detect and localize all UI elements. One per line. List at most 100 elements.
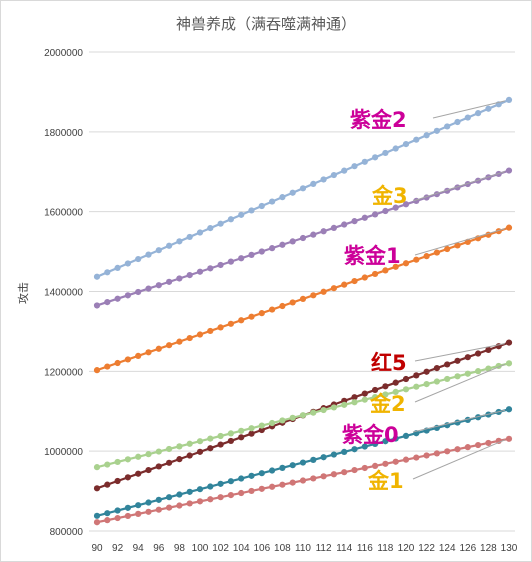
data-point — [279, 241, 286, 248]
data-point — [299, 185, 307, 192]
data-point — [433, 378, 440, 385]
data-point — [382, 438, 389, 445]
data-point — [423, 381, 430, 388]
data-point — [454, 242, 461, 249]
data-point — [176, 502, 183, 509]
data-point — [495, 437, 502, 444]
data-point — [238, 475, 245, 482]
data-point — [299, 459, 307, 466]
data-point — [207, 483, 214, 490]
x-tick-label: 124 — [439, 543, 456, 554]
data-point — [392, 204, 399, 211]
x-tick-label: 114 — [336, 543, 352, 554]
data-point — [166, 342, 173, 349]
chart-title: 神兽养成（满吞噬满神通） — [176, 15, 356, 33]
data-point — [475, 110, 482, 117]
x-tick-label: 90 — [91, 543, 103, 554]
data-point — [176, 456, 183, 463]
data-point — [248, 313, 255, 320]
data-point — [217, 432, 224, 440]
data-point — [176, 275, 183, 282]
data-point — [289, 238, 296, 245]
data-point — [454, 446, 461, 453]
data-point — [135, 470, 142, 477]
data-point — [124, 456, 131, 463]
data-point — [176, 338, 183, 345]
data-point — [341, 401, 348, 408]
data-point — [166, 459, 173, 466]
data-point — [196, 486, 204, 493]
data-point — [464, 370, 471, 377]
data-point — [444, 361, 451, 368]
y-tick-label: 1800000 — [44, 128, 83, 139]
data-point — [423, 452, 430, 459]
data-point — [166, 242, 173, 249]
data-point — [135, 510, 142, 517]
data-point — [238, 211, 245, 218]
data-point — [330, 224, 337, 231]
data-point — [166, 445, 173, 453]
data-point — [299, 234, 307, 242]
data-point — [505, 96, 513, 103]
data-point — [217, 494, 224, 501]
data-point — [341, 469, 348, 476]
data-point — [505, 339, 513, 346]
data-point — [372, 440, 379, 447]
data-point — [227, 258, 234, 265]
series-label: 金1 — [367, 469, 404, 493]
data-point — [444, 375, 451, 383]
data-point — [423, 253, 430, 260]
data-point — [485, 439, 492, 447]
data-point — [402, 432, 410, 439]
data-point — [248, 251, 255, 258]
data-point — [372, 386, 379, 394]
data-point — [207, 225, 214, 232]
data-point — [320, 406, 327, 414]
data-point — [372, 154, 379, 161]
data-point — [269, 419, 276, 427]
data-point — [392, 145, 399, 152]
y-tick-label: 1200000 — [44, 367, 83, 378]
data-point — [238, 427, 245, 434]
y-tick-label: 1400000 — [44, 288, 83, 299]
data-point — [433, 364, 440, 372]
leader-line — [414, 363, 506, 403]
data-point — [505, 435, 513, 442]
data-point — [382, 207, 389, 215]
data-point — [392, 379, 399, 386]
data-point — [238, 434, 245, 441]
data-point — [176, 443, 183, 450]
y-tick-label: 1000000 — [44, 447, 83, 458]
data-point — [93, 273, 101, 280]
data-point — [289, 479, 296, 486]
data-point — [269, 245, 276, 252]
data-point — [145, 251, 152, 258]
data-point — [207, 496, 214, 503]
data-point — [145, 466, 152, 474]
data-point — [289, 462, 296, 469]
data-point — [382, 267, 389, 274]
x-tick-label: 102 — [212, 543, 229, 554]
data-point — [93, 519, 101, 526]
data-point — [207, 327, 214, 335]
data-point — [320, 454, 327, 461]
data-point — [186, 334, 193, 342]
data-point — [351, 394, 358, 401]
data-point — [135, 288, 142, 296]
data-point — [155, 496, 162, 503]
data-point — [299, 477, 307, 484]
x-tick-label: 122 — [418, 543, 435, 554]
data-point — [155, 506, 162, 513]
data-point — [93, 485, 101, 492]
data-point — [382, 391, 389, 398]
data-point — [258, 470, 265, 477]
data-point — [124, 260, 131, 267]
x-tick-label: 96 — [153, 543, 165, 554]
data-point — [382, 460, 389, 467]
leader-line — [412, 409, 506, 433]
data-point — [423, 132, 430, 139]
data-point — [444, 245, 451, 253]
data-point — [269, 198, 276, 205]
data-point — [155, 282, 162, 289]
